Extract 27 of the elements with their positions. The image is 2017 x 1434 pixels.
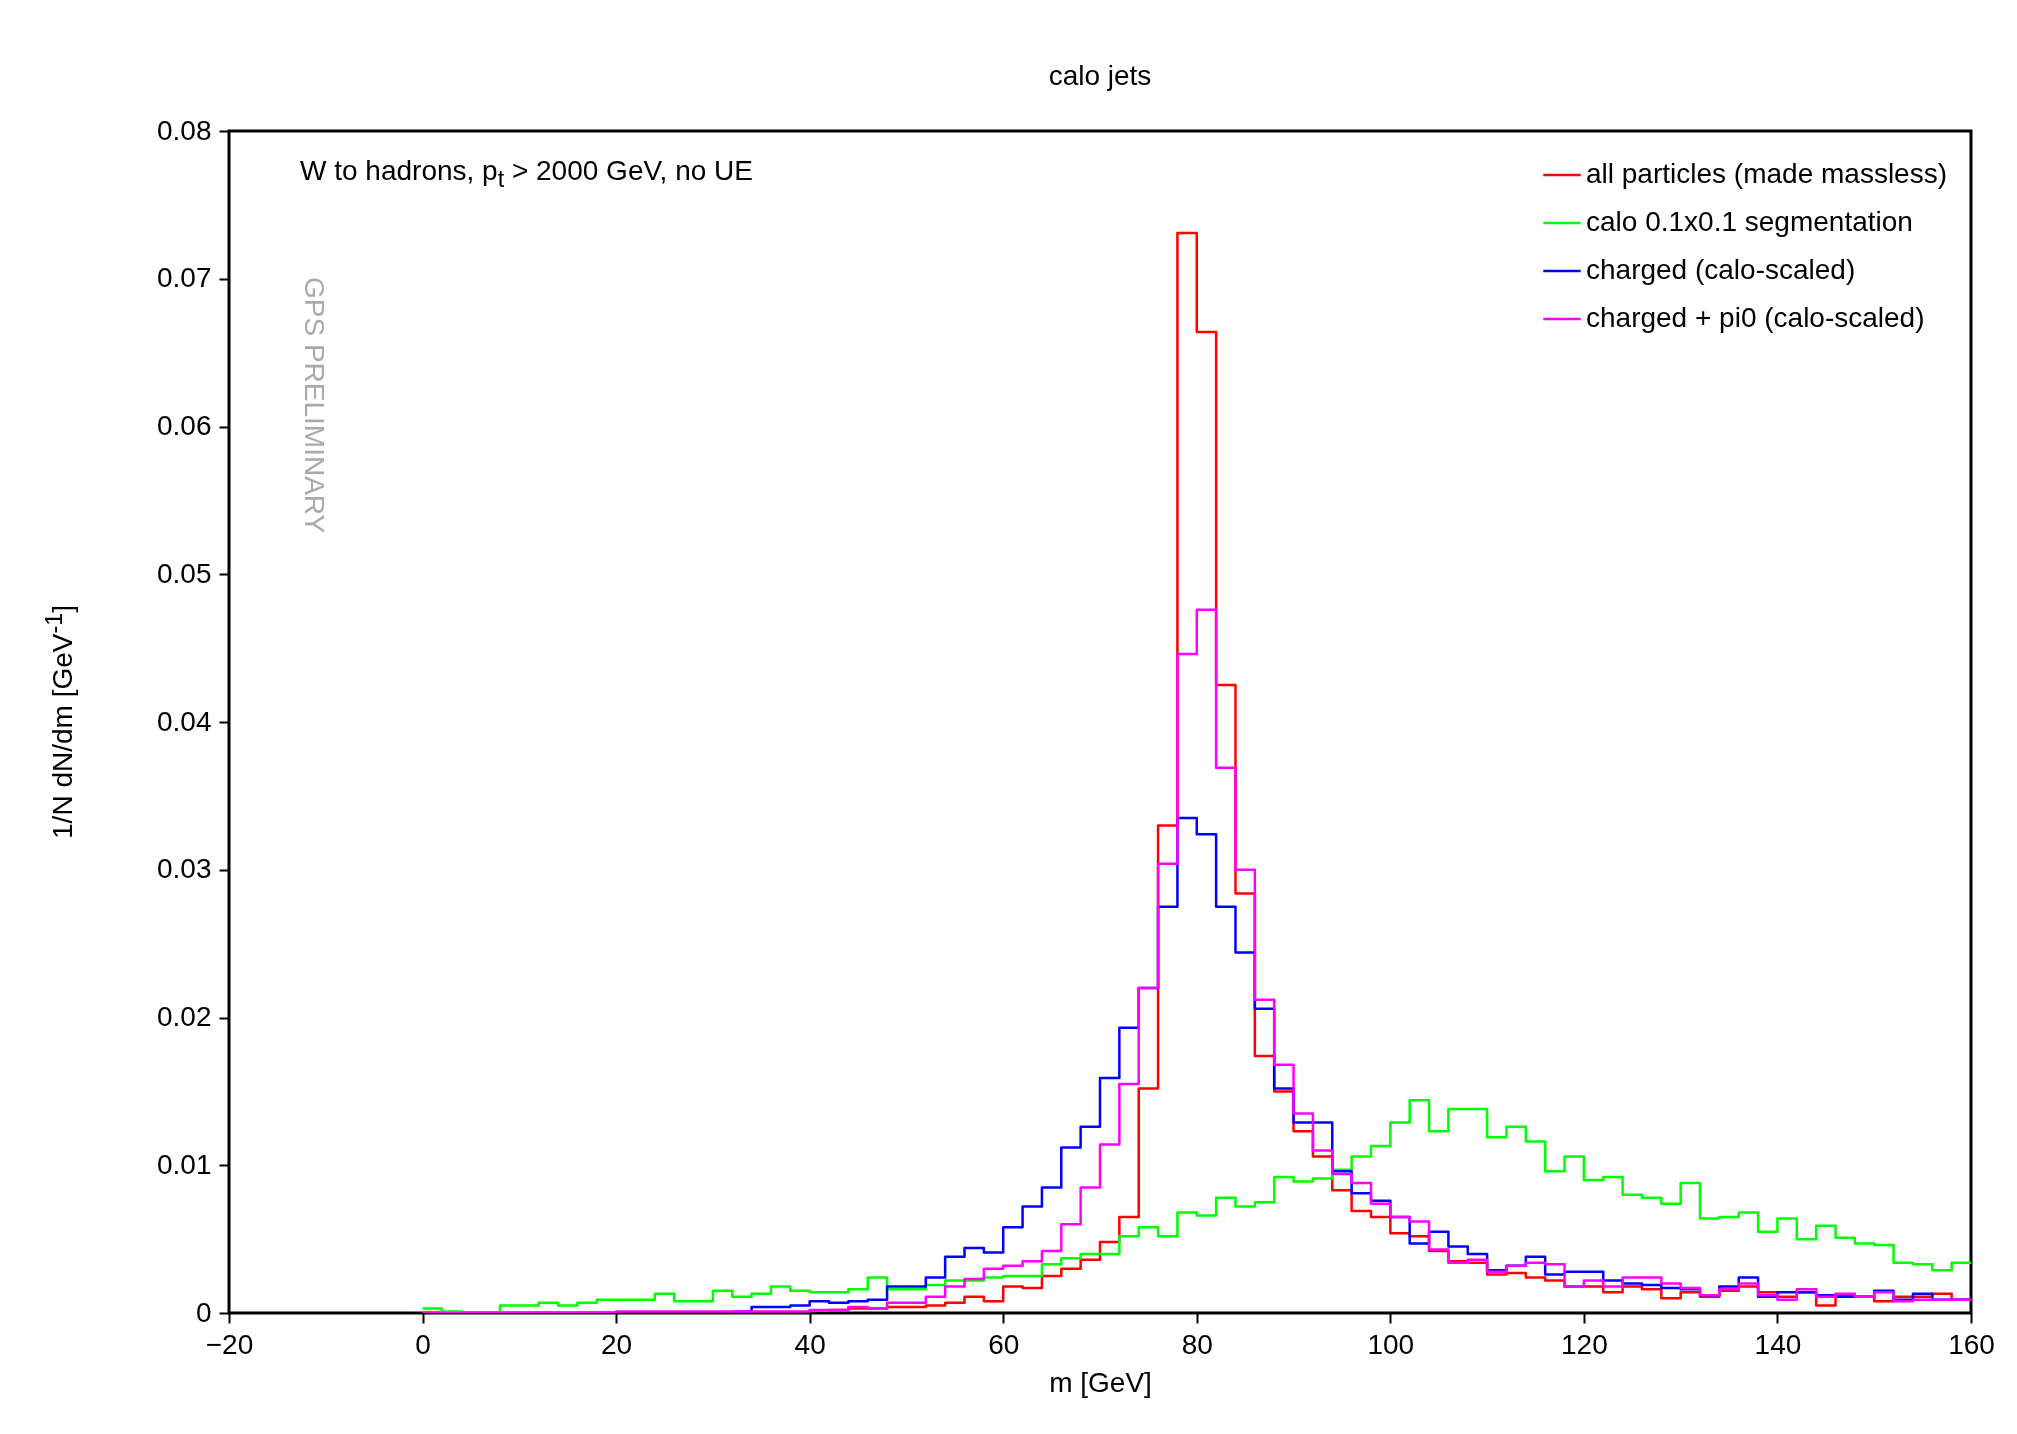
y-tick-label: 0.08	[157, 114, 212, 146]
annotation: W to hadrons, p$_{t}$ > 2000 GeV, no UE	[300, 155, 753, 193]
x-tick-label: 20	[601, 1328, 633, 1360]
y-tick-label: 0.07	[157, 262, 212, 294]
legend-label: charged + pi0 (calo-scaled)	[1586, 302, 1925, 333]
x-tick-label: 140	[1754, 1328, 1802, 1360]
x-tick-label: −20	[205, 1328, 254, 1360]
y-tick-label: 0.02	[157, 1001, 212, 1032]
annotation: GPS PRELIMINARY	[298, 277, 330, 534]
x-tick-label: 120	[1561, 1328, 1608, 1360]
x-tick-label: 0	[415, 1328, 431, 1360]
x-tick-label: 100	[1367, 1328, 1415, 1360]
y-tick-label: 0.06	[157, 410, 212, 441]
x-tick-label: 160	[1948, 1328, 1995, 1360]
y-tick-label: 0.04	[157, 705, 212, 737]
x-tick-label: 60	[988, 1328, 1020, 1360]
x-axis-title: m [GeV]	[1049, 1366, 1152, 1398]
y-tick-label: 0	[195, 1296, 212, 1328]
x-tick-label: 80	[1181, 1328, 1213, 1360]
chart-title: calo jets	[1048, 60, 1152, 91]
legend-label: all particles (made massless)	[1586, 158, 1947, 189]
legend-label: charged (calo-scaled)	[1586, 254, 1856, 285]
y-tick-label: 0.05	[157, 557, 212, 589]
x-tick-label: 40	[794, 1328, 826, 1360]
y-tick-label: 0.03	[157, 853, 212, 885]
legend-label: calo 0.1x0.1 segmentation	[1586, 206, 1913, 237]
y-tick-label: 0.01	[157, 1148, 212, 1180]
